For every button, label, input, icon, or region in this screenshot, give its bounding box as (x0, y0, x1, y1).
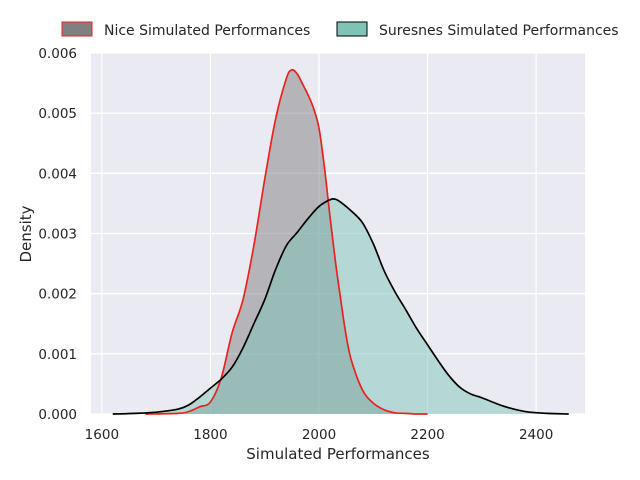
y-tick-label: 0.002 (38, 287, 77, 303)
x-tick-label: 1800 (193, 427, 227, 443)
series-line-nice (145, 68, 428, 415)
x-tick-label: 1600 (85, 427, 119, 443)
ticks: 1600 1800 2000 2200 2400 0.000 0.001 0.002 0.003… (38, 46, 553, 443)
x-tick-label: 2200 (410, 427, 444, 443)
y-tick-label: 0.006 (38, 46, 77, 62)
y-axis-label: Density (17, 205, 35, 262)
legend-swatch-suresnes (336, 21, 368, 37)
legend-swatch-nice (61, 21, 93, 37)
series-line-suresnes (112, 198, 569, 415)
series-area-nice (145, 69, 428, 414)
x-axis-label: Simulated Performances (246, 445, 430, 463)
series-area-suresnes (112, 198, 569, 414)
x-tick-label: 2400 (519, 427, 553, 443)
legend-label-nice: Nice Simulated Performances (104, 23, 310, 39)
y-tick-label: 0.003 (38, 227, 77, 243)
y-tick-label: 0.001 (38, 347, 77, 363)
series-layer (112, 68, 569, 415)
x-tick-label: 2000 (302, 427, 336, 443)
legend: Nice Simulated Performances Suresnes Sim… (61, 21, 619, 39)
y-tick-label: 0.000 (38, 407, 77, 423)
legend-label-suresnes: Suresnes Simulated Performances (379, 23, 619, 39)
y-tick-label: 0.005 (38, 106, 77, 122)
y-tick-label: 0.004 (38, 166, 77, 182)
